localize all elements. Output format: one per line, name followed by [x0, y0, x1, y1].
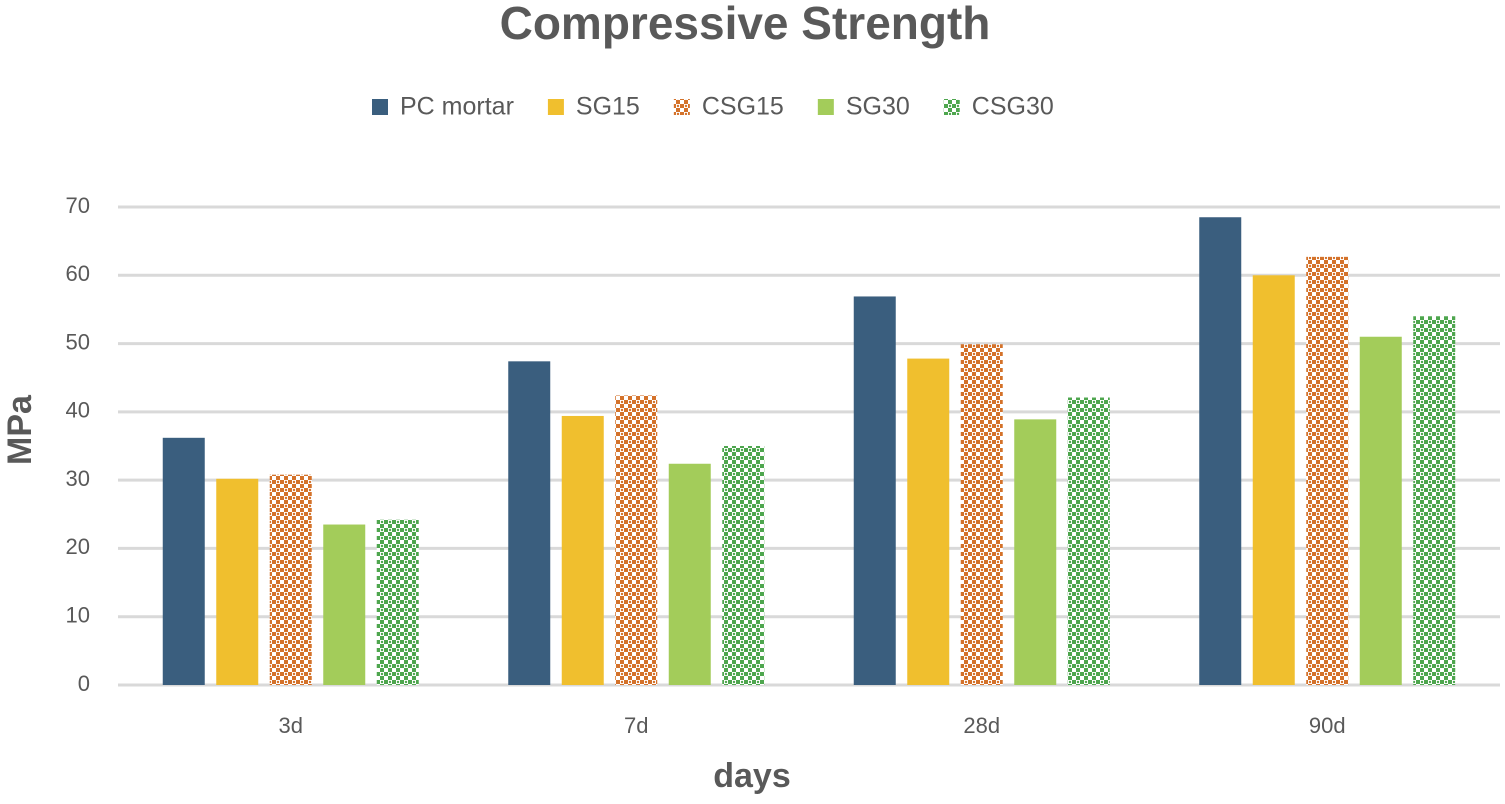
bar	[561, 415, 604, 685]
legend-swatch	[673, 99, 690, 115]
bar	[162, 437, 205, 685]
bar	[1252, 275, 1295, 685]
bar	[722, 446, 765, 685]
y-tick-label: 50	[66, 329, 90, 354]
x-tick-label: 7d	[624, 713, 648, 738]
y-tick-label: 20	[66, 534, 90, 559]
legend-swatch	[943, 99, 960, 115]
x-tick-label: 3d	[279, 713, 303, 738]
bar	[1014, 419, 1057, 685]
legend-swatch	[817, 99, 834, 115]
bar	[1199, 217, 1242, 685]
x-tick-label: 28d	[963, 713, 1000, 738]
bar	[615, 395, 658, 685]
x-axis-title: days	[713, 757, 791, 795]
bar	[907, 358, 950, 685]
y-tick-label: 30	[66, 466, 90, 491]
bar	[1067, 397, 1110, 685]
y-tick-label: 10	[66, 603, 90, 628]
bar	[269, 474, 312, 685]
y-tick-label: 60	[66, 261, 90, 286]
bar	[1306, 256, 1349, 685]
bar	[1359, 336, 1402, 685]
bar	[216, 478, 259, 685]
legend-label: SG15	[576, 93, 640, 121]
y-axis-title: MPa	[1, 394, 39, 465]
bar	[376, 519, 419, 685]
y-tick-label: 70	[66, 193, 90, 218]
y-tick-label: 0	[78, 671, 90, 696]
bar	[853, 296, 896, 685]
chart-title: Compressive Strength	[500, 0, 991, 49]
bar	[960, 344, 1003, 685]
bar	[323, 524, 366, 685]
bar	[1413, 316, 1456, 685]
x-tick-label: 90d	[1309, 713, 1346, 738]
legend-swatch	[547, 99, 564, 115]
legend-swatch	[372, 99, 388, 115]
legend-label: SG30	[846, 93, 910, 121]
legend-label: CSG30	[972, 93, 1054, 121]
legend-label: PC mortar	[400, 93, 514, 121]
y-tick-label: 40	[66, 398, 90, 423]
bar	[508, 361, 551, 685]
bar	[668, 463, 711, 685]
legend-label: CSG15	[702, 93, 784, 121]
